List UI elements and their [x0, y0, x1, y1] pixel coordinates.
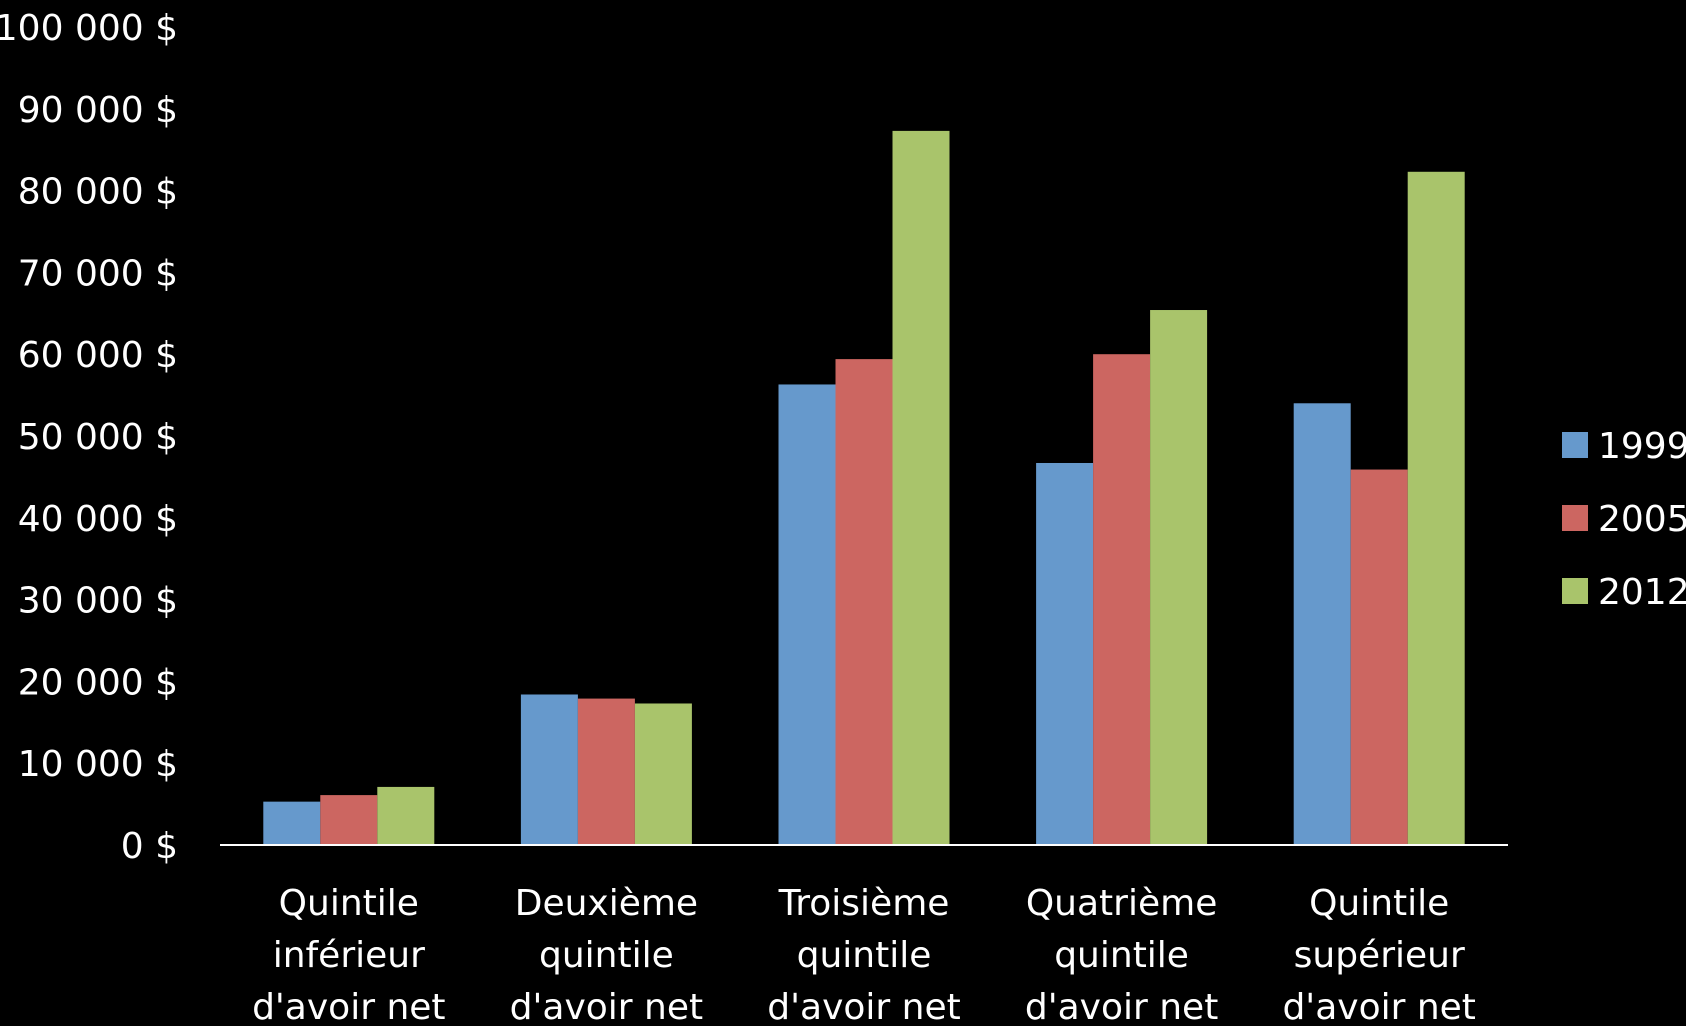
legend: 1999 2005 2012: [1562, 426, 1686, 613]
bar-2012-cat-4: [1150, 310, 1208, 845]
bar-1999-cat-3: [778, 384, 836, 845]
bar-2005-cat-5: [1350, 469, 1408, 845]
bar-2012-cat-2: [634, 703, 692, 845]
y-tick-label: 30 000 $: [18, 581, 178, 622]
bar-2012-cat-1: [377, 786, 435, 845]
x-category-label-line: d'avoir net: [1025, 987, 1218, 1022]
x-category-label-line: Troisième: [778, 883, 950, 924]
x-axis-category-labels: Quintile inférieur d'avoir net Deuxième quin…: [252, 883, 1476, 1026]
x-category-label-line: Quatrième: [1026, 883, 1218, 924]
legend-label-2005: 2005: [1598, 499, 1686, 540]
y-tick-label: 80 000 $: [18, 172, 178, 213]
x-category-label-line: d'avoir net: [252, 987, 445, 1022]
x-category-label-line: d'avoir net: [1282, 987, 1475, 1022]
y-tick-label: 0 $: [121, 826, 178, 867]
legend-label-2012: 2012: [1598, 572, 1686, 613]
y-tick-label: 10 000 $: [18, 744, 178, 785]
bar-2012-cat-5: [1407, 171, 1465, 845]
bar-1999-cat-2: [520, 694, 578, 845]
bar-2012-cat-3: [892, 130, 950, 846]
bar-2005-cat-3: [835, 359, 893, 845]
legend-swatch-2012: [1562, 578, 1588, 604]
legend-swatch-1999: [1562, 432, 1588, 458]
legend-label-1999: 1999: [1598, 426, 1686, 467]
x-category-label-line: quintile: [1054, 935, 1189, 976]
x-category-label-line: Deuxième: [515, 883, 698, 924]
bar-2005-cat-1: [320, 795, 378, 845]
legend-swatch-2005: [1562, 505, 1588, 531]
x-category-label-line: supérieur: [1294, 935, 1465, 976]
y-tick-label: 100 000 $: [0, 8, 178, 49]
x-category-label-line: quintile: [539, 935, 674, 976]
x-category-label-line: Quintile: [279, 883, 419, 924]
y-tick-label: 70 000 $: [18, 253, 178, 294]
x-category-label-line: d'avoir net: [767, 987, 960, 1022]
x-category-label-line: inférieur: [273, 935, 425, 976]
bar-1999-cat-1: [263, 801, 321, 845]
bar-2005-cat-4: [1093, 354, 1151, 845]
y-tick-label: 90 000 $: [18, 90, 178, 131]
y-tick-label: 20 000 $: [18, 662, 178, 703]
x-category-label-line: Quintile: [1309, 883, 1449, 924]
y-axis-ticks: 0 $ 10 000 $ 20 000 $ 30 000 $ 40 000 $ 50 00…: [0, 8, 178, 867]
bar-1999-cat-4: [1036, 462, 1094, 845]
bars: [263, 130, 1465, 846]
bar-2005-cat-2: [577, 698, 635, 845]
bar-1999-cat-5: [1293, 403, 1351, 845]
y-tick-label: 50 000 $: [18, 417, 178, 458]
x-category-label-line: quintile: [797, 935, 932, 976]
y-tick-label: 40 000 $: [18, 499, 178, 540]
y-tick-label: 60 000 $: [18, 335, 178, 376]
x-category-label-line: d'avoir net: [510, 987, 703, 1022]
